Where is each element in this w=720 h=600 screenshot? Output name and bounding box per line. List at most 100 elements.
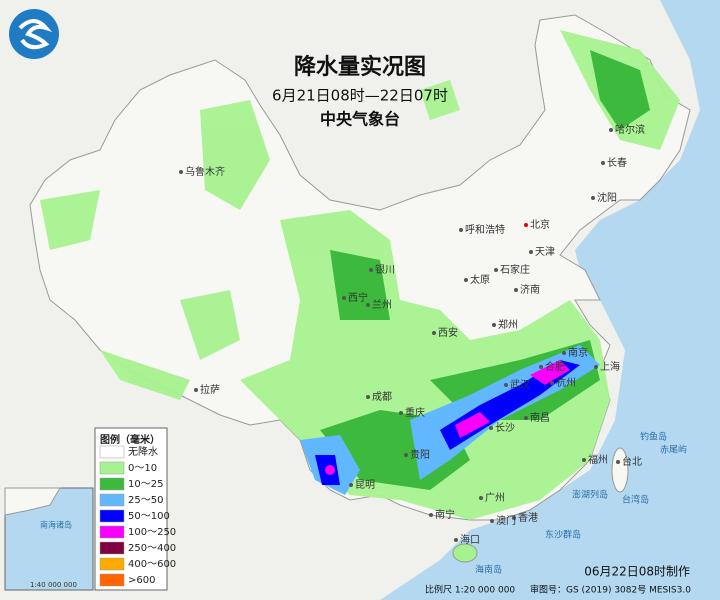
city-label: 拉萨 xyxy=(200,383,220,396)
city-label: 北京 xyxy=(530,218,550,231)
city-label: 台北 xyxy=(622,455,642,468)
inset-land xyxy=(4,487,61,516)
city-label: 天津 xyxy=(535,246,555,258)
city-dot xyxy=(342,296,346,300)
city-dot xyxy=(399,411,403,415)
city-label: 西安 xyxy=(438,326,458,339)
city-label: 西宁 xyxy=(348,291,368,304)
city-label: 银川 xyxy=(375,263,395,276)
legend-label: 10～25 xyxy=(128,479,163,490)
city-dot xyxy=(539,365,543,369)
legend-label: 400～600 xyxy=(128,559,176,570)
city-label: 南昌 xyxy=(530,411,550,424)
island-label: 海南岛 xyxy=(475,564,502,576)
city-label: 澳门 xyxy=(496,514,516,527)
city-dot xyxy=(524,416,528,420)
city-label: 上海 xyxy=(600,360,620,373)
legend-label: 250～400 xyxy=(128,543,176,554)
city-dot xyxy=(454,538,458,542)
legend-swatch xyxy=(99,525,125,539)
city-dot xyxy=(366,395,370,399)
city-dot xyxy=(529,250,533,254)
city-dot xyxy=(601,161,605,165)
legend-swatch xyxy=(99,509,125,523)
city-dot xyxy=(591,196,595,200)
inset-scale: 1:40 000 000 xyxy=(30,581,77,589)
city-label: 杭州 xyxy=(556,376,576,389)
city-dot xyxy=(504,383,508,387)
city-dot xyxy=(609,128,613,132)
sea xyxy=(380,0,720,600)
city-dot xyxy=(429,513,433,517)
island-label: 台湾岛 xyxy=(622,494,649,506)
agency: 中央气象台 xyxy=(320,110,400,129)
period: 6月21日08时—22日07时 xyxy=(272,87,448,105)
city-labels: 北京天津石家庄太原呼和浩特济南郑州西安银川兰州西宁乌鲁木齐拉萨成都重庆贵阳昆明南… xyxy=(179,123,645,546)
city-label: 兰州 xyxy=(372,298,392,311)
city-label: 福州 xyxy=(588,453,608,466)
city-dot xyxy=(432,331,436,335)
city-label: 重庆 xyxy=(405,406,425,419)
inset-label: 南海诸岛 xyxy=(40,520,72,530)
city-dot xyxy=(582,458,586,462)
city-label: 济南 xyxy=(520,283,540,296)
city-label: 昆明 xyxy=(355,479,375,491)
city-dot xyxy=(464,278,468,282)
city-label: 广州 xyxy=(485,492,505,504)
legend-swatch xyxy=(99,541,125,555)
city-label: 石家庄 xyxy=(500,263,530,276)
legend-label: 100～250 xyxy=(128,527,176,538)
city-dot xyxy=(369,268,373,272)
city-label: 海口 xyxy=(460,533,480,546)
legend-label: >600 xyxy=(128,575,155,586)
city-label: 长春 xyxy=(607,157,627,169)
city-label: 成都 xyxy=(372,391,392,403)
island-label: 澎湖列岛 xyxy=(572,489,608,501)
taiwan xyxy=(611,447,629,493)
city-dot xyxy=(459,228,463,232)
city-dot xyxy=(349,483,353,487)
city-label: 香港 xyxy=(518,512,538,524)
city-label: 呼和浩特 xyxy=(465,224,505,236)
legend-swatch xyxy=(99,445,125,459)
island-label: 东沙群岛 xyxy=(545,529,581,541)
city-label: 南京 xyxy=(568,346,588,359)
island-label: 赤尾屿 xyxy=(660,445,687,456)
city-label: 郑州 xyxy=(498,318,518,331)
city-dot xyxy=(366,303,370,307)
city-dot xyxy=(616,460,620,464)
city-dot xyxy=(512,516,516,520)
approval: 审图号：GS (2019) 3082号 MESIS3.0 xyxy=(530,584,691,596)
city-label: 贵阳 xyxy=(410,448,430,461)
city-dot xyxy=(594,365,598,369)
city-dot xyxy=(550,381,554,385)
city-label: 哈尔滨 xyxy=(615,123,645,136)
legend-label: 无降水 xyxy=(128,445,158,458)
map-scale: 比例尺 1:20 000 000 xyxy=(425,584,515,596)
legend-swatch xyxy=(99,493,125,507)
city-dot xyxy=(489,426,493,430)
city-label: 南宁 xyxy=(435,508,455,521)
rain-extreme xyxy=(325,360,570,475)
city-dot xyxy=(562,351,566,355)
logo xyxy=(9,9,59,59)
legend-swatch xyxy=(99,573,125,587)
made-time: 06月22日08时制作 xyxy=(584,565,690,579)
logo-swirl xyxy=(18,19,53,50)
legend-title: 图例（毫米） xyxy=(100,433,160,446)
city-dot xyxy=(490,519,494,523)
city-dot xyxy=(514,288,518,292)
title: 降水量实况图 xyxy=(294,54,426,80)
legend-swatch xyxy=(99,461,125,475)
city-dot xyxy=(194,388,198,392)
city-dot xyxy=(524,223,528,227)
legend: 无降水 0～10 10～25 25～50 50～100 100～250 250～400 400… xyxy=(99,445,176,587)
city-dot xyxy=(492,323,496,327)
city-label: 乌鲁木齐 xyxy=(185,165,225,178)
city-label: 合肥 xyxy=(545,360,565,373)
city-label: 太原 xyxy=(470,273,490,286)
legend-label: 25～50 xyxy=(128,495,163,506)
city-label: 沈阳 xyxy=(597,191,617,204)
